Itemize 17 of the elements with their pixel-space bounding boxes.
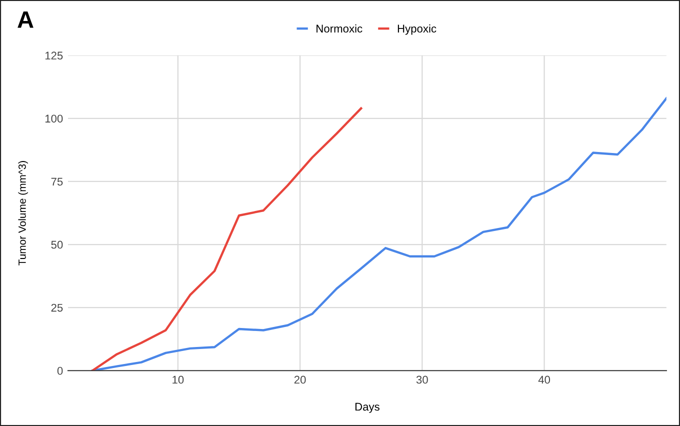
x-axis-title: Days <box>355 402 380 413</box>
chart-title: A <box>18 11 34 28</box>
legend-label: Hypoxic <box>398 24 436 35</box>
y-tick-label: 0 <box>57 366 63 375</box>
y-tick-label: 50 <box>51 240 63 249</box>
x-tick-label: 30 <box>416 376 428 384</box>
y-tick-label: 25 <box>51 304 63 312</box>
x-tick-label: 40 <box>538 376 550 384</box>
x-tick-label: 10 <box>172 376 184 384</box>
y-axis-title: Tumor Volume (mm^3) <box>18 161 28 266</box>
y-tick-label: 125 <box>45 52 63 60</box>
line-series <box>91 97 666 371</box>
x-tick-label: 20 <box>294 376 306 384</box>
legend-label: Normoxic <box>316 24 362 33</box>
y-tick-label: 75 <box>51 178 63 186</box>
line-series <box>91 107 362 371</box>
y-tick-label: 100 <box>45 114 63 123</box>
